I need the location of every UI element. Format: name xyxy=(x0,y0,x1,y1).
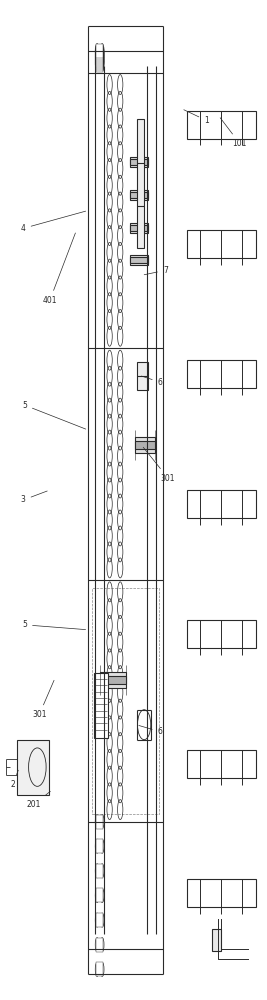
Text: 301: 301 xyxy=(32,680,54,719)
Bar xyxy=(187,750,256,778)
Bar xyxy=(138,119,144,248)
Bar xyxy=(187,230,256,258)
Bar xyxy=(96,888,104,902)
Text: 3: 3 xyxy=(21,491,47,504)
Bar xyxy=(129,255,148,265)
Text: 6: 6 xyxy=(139,725,163,736)
Bar xyxy=(96,938,104,952)
Text: 401: 401 xyxy=(42,233,75,305)
Bar xyxy=(17,740,49,795)
Bar xyxy=(129,223,148,233)
Bar xyxy=(135,437,155,453)
Bar xyxy=(96,864,104,878)
Bar xyxy=(129,257,148,263)
Text: 5: 5 xyxy=(22,401,86,429)
Bar xyxy=(94,673,108,738)
Text: 301: 301 xyxy=(143,447,175,483)
Text: 2: 2 xyxy=(10,770,18,789)
Text: 201: 201 xyxy=(27,791,50,809)
Bar xyxy=(96,815,104,829)
Bar xyxy=(187,879,256,907)
Bar xyxy=(100,672,125,688)
Bar xyxy=(92,588,159,814)
Bar xyxy=(187,360,256,388)
Bar xyxy=(187,620,256,648)
Text: 7: 7 xyxy=(144,266,168,275)
Bar xyxy=(212,929,221,951)
Bar xyxy=(129,192,148,198)
Bar xyxy=(96,48,104,62)
Bar xyxy=(96,52,104,66)
Text: 101: 101 xyxy=(220,118,247,148)
Bar xyxy=(187,111,256,139)
Bar xyxy=(129,225,148,231)
Text: 6: 6 xyxy=(142,376,163,387)
Bar xyxy=(96,58,104,72)
Bar xyxy=(129,159,148,165)
Bar xyxy=(96,44,104,58)
Bar xyxy=(96,46,104,60)
Bar xyxy=(96,962,104,976)
Bar xyxy=(129,190,148,200)
Bar xyxy=(187,490,256,518)
Bar xyxy=(96,56,104,70)
Bar xyxy=(96,913,104,927)
Bar xyxy=(135,441,155,449)
Bar xyxy=(138,362,148,390)
Bar xyxy=(96,50,104,64)
Bar xyxy=(96,54,104,68)
Text: 1: 1 xyxy=(184,110,209,125)
Text: 4: 4 xyxy=(21,211,86,233)
Text: 5: 5 xyxy=(22,620,86,630)
Bar xyxy=(129,157,148,167)
Bar xyxy=(100,676,125,684)
Bar xyxy=(96,839,104,853)
